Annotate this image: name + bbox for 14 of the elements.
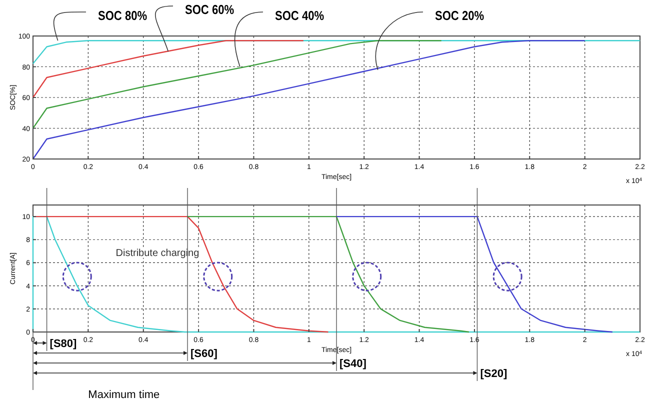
line-series (32, 40, 304, 98)
ref-line-label: [S60] (190, 348, 218, 360)
ref-line-label: [S40] (340, 358, 367, 370)
text: Maximum time (88, 389, 160, 401)
annotation: SOC 80% (98, 8, 148, 24)
line-series (32, 40, 442, 129)
ref-line-label: [S80] (50, 338, 78, 350)
annotation: SOC 60% (185, 2, 234, 18)
annotation: SOC 20% (435, 8, 484, 24)
line-series (32, 40, 586, 160)
annotation: SOC 40% (275, 8, 324, 24)
line-series (32, 216, 641, 333)
ref-line-label: [S20] (480, 368, 508, 380)
line-series (336, 216, 614, 333)
